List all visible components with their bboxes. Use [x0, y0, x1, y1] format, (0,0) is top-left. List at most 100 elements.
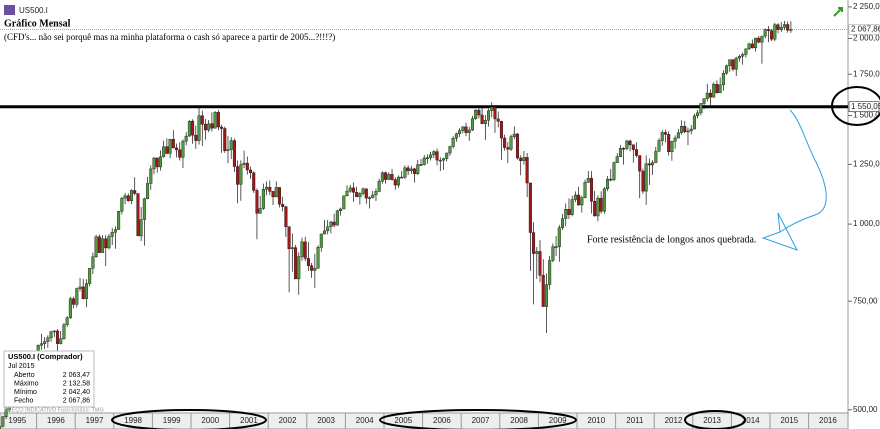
- candle-body: [432, 151, 436, 156]
- candle-body: [113, 229, 117, 233]
- candle-body: [458, 130, 462, 135]
- candle-body: [175, 147, 179, 150]
- candle-body: [297, 256, 301, 280]
- candle-body: [615, 156, 619, 163]
- candle-body: [670, 141, 674, 153]
- candle-body: [789, 29, 793, 31]
- candle-body: [149, 168, 153, 184]
- candle-body: [101, 238, 105, 253]
- candle-body: [110, 232, 114, 237]
- candle-body: [126, 195, 130, 201]
- candle-body: [393, 179, 397, 186]
- x-tick-label: 2001: [240, 416, 258, 425]
- candle-body: [313, 268, 317, 271]
- candle-body: [741, 54, 745, 57]
- candle-body: [429, 154, 433, 158]
- candle-body: [142, 198, 146, 220]
- candle-body: [506, 147, 510, 150]
- y-tick-label: 2 250,00: [853, 2, 880, 11]
- candle-body: [747, 43, 751, 50]
- candle-body: [561, 218, 565, 228]
- candle-body: [454, 133, 458, 139]
- candle-body: [499, 121, 503, 139]
- candle-body: [43, 341, 47, 344]
- candle-body: [589, 178, 593, 202]
- symbol-icon[interactable]: [4, 5, 15, 15]
- candle-body: [56, 330, 60, 344]
- candle-body: [207, 123, 211, 131]
- candle-body: [635, 149, 639, 156]
- candle-body: [586, 178, 590, 183]
- candle-body: [779, 27, 783, 30]
- candle-body: [413, 168, 417, 174]
- candle-body: [249, 169, 253, 174]
- candle-body: [184, 135, 188, 142]
- candle-body: [4, 409, 8, 418]
- candle-body: [403, 167, 407, 178]
- candle-body: [187, 120, 191, 137]
- x-tick-label: 2016: [819, 416, 837, 425]
- candle-body: [612, 162, 616, 180]
- candle-body: [535, 251, 539, 254]
- candle-body: [728, 59, 732, 67]
- candle-body: [760, 35, 764, 43]
- info-value: 2 042,40: [63, 389, 90, 396]
- candle-body: [657, 140, 661, 152]
- candle-body: [68, 298, 72, 318]
- annotation: Forte resistência de longos anos quebrad…: [587, 234, 756, 245]
- candle-body: [515, 133, 519, 159]
- candle-body: [368, 197, 372, 199]
- candle-body: [374, 191, 378, 196]
- candle-body: [718, 84, 722, 93]
- candle-body: [117, 211, 121, 230]
- candle-body: [274, 187, 278, 198]
- candle-body: [284, 206, 288, 228]
- candle-body: [123, 195, 127, 199]
- candle-body: [689, 128, 693, 132]
- candle-body: [438, 159, 442, 162]
- candle-body: [660, 132, 664, 141]
- x-tick-label: 2011: [626, 416, 644, 425]
- candle-body: [194, 134, 198, 141]
- ellipse: [684, 410, 746, 429]
- candle-body: [770, 30, 774, 40]
- candle-body: [692, 115, 696, 130]
- candle-body: [422, 157, 426, 165]
- candle-body: [757, 37, 761, 43]
- candle-body: [165, 146, 169, 154]
- trend-icon[interactable]: [833, 7, 843, 17]
- candle-body: [647, 163, 651, 166]
- candle-body: [708, 92, 712, 98]
- x-tick-label: 1999: [163, 416, 181, 425]
- candle-body: [522, 157, 526, 161]
- candle-body: [483, 120, 487, 124]
- candle-body: [178, 149, 182, 158]
- info-label: Aberto: [14, 372, 35, 379]
- y-tick-label: 2 000,00: [853, 34, 880, 43]
- y-tick-label: 1 250,00: [853, 159, 880, 168]
- candle-body: [322, 230, 326, 235]
- candle-body: [277, 187, 281, 205]
- symbol: US500.I: [19, 6, 48, 15]
- candle-body: [271, 191, 275, 198]
- price-tag-label: 1 550,05: [851, 102, 880, 111]
- candle-body: [294, 247, 298, 280]
- candle-body: [97, 236, 101, 253]
- candle-body: [332, 221, 336, 226]
- hand-drawn-ellipses: [111, 86, 880, 429]
- candle-body: [487, 110, 491, 121]
- candle-body: [525, 157, 529, 184]
- candle-body: [474, 109, 478, 119]
- candle-body: [197, 115, 201, 141]
- candle-body: [342, 195, 346, 210]
- candle-body: [686, 130, 690, 133]
- candle-body: [290, 247, 294, 249]
- candle-body: [773, 24, 777, 40]
- candle-body: [583, 182, 587, 198]
- candle-body: [65, 317, 69, 325]
- candle-body: [361, 188, 365, 194]
- x-tick-label: 2004: [356, 416, 374, 425]
- candle-body: [335, 210, 339, 226]
